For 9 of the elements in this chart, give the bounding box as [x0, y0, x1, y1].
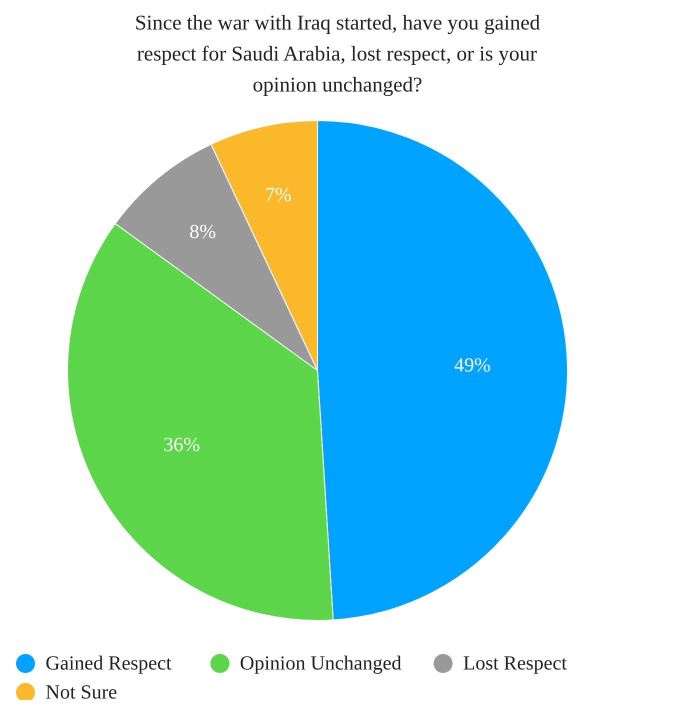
data-label: 8% — [189, 220, 216, 243]
chart-title: Since the war with Iraq started, have you gained respect for Saudi Arabia, lost respect, or is your opinion unchanged? — [134, 10, 541, 96]
legend-label: Gained Respect — [46, 652, 172, 674]
data-label: 49% — [454, 354, 491, 377]
legend-label: Opinion Unchanged — [240, 652, 402, 674]
legend-label: Lost Respect — [463, 652, 568, 674]
data-label: 7% — [264, 184, 292, 206]
data-label: 36% — [163, 434, 200, 456]
legend-label: Not Sure — [46, 682, 118, 704]
